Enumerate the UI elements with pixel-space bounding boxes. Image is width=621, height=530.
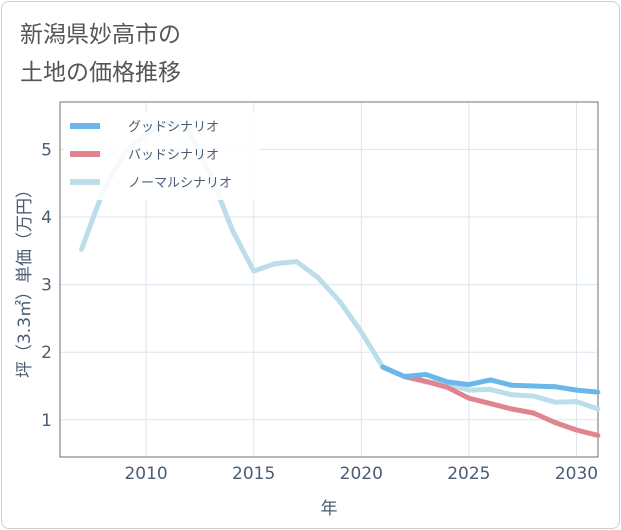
series-1-point	[574, 427, 579, 433]
chart-title-line-2: 土地の価格推移	[20, 60, 181, 86]
x-tick-label: 2030	[555, 464, 598, 484]
series-2-point	[358, 329, 364, 335]
series-2-point	[79, 247, 84, 252]
series-2-point	[337, 299, 343, 304]
series-2-point	[251, 268, 257, 274]
series-1-point	[595, 433, 601, 438]
series-2-point	[294, 259, 300, 264]
series-2-point	[488, 387, 493, 392]
y-tick-label: 1	[41, 411, 52, 431]
y-tick-label: 4	[41, 208, 52, 228]
series-0-point	[574, 387, 579, 393]
x-tick-label: 2015	[232, 464, 275, 484]
series-1-point	[531, 410, 536, 416]
series-2-point	[595, 406, 601, 412]
series-1-point	[445, 385, 450, 390]
y-axis-ticks: 1 2 3 4 5	[41, 140, 52, 430]
series-2-point	[574, 399, 579, 404]
legend-label: ノーマルシナリオ	[128, 176, 232, 191]
x-axis-label: 年	[321, 499, 338, 519]
legend-label: グッドシナリオ	[128, 120, 219, 135]
grid	[60, 102, 598, 457]
chart-title-line-1: 新潟県妙高市の	[20, 22, 181, 48]
series-0-point	[509, 382, 515, 388]
series-1-point	[488, 401, 493, 406]
x-tick-label: 2010	[124, 464, 167, 484]
series-0-point	[595, 389, 601, 395]
series-2-point	[272, 261, 278, 266]
x-axis-ticks: 2010 2015 2020 2025 2030	[124, 464, 598, 484]
y-tick-label: 3	[41, 276, 52, 296]
chart-title: 新潟県妙高市の 土地の価格推移	[20, 16, 181, 92]
series-2-point	[552, 399, 558, 405]
plot-frame	[59, 101, 599, 458]
x-tick-label: 2025	[447, 464, 490, 484]
series-0-point	[531, 383, 536, 389]
series-1-point	[423, 378, 429, 384]
series-1-point	[509, 406, 515, 412]
series-0-point	[401, 374, 407, 379]
series-2-point	[466, 387, 472, 393]
series-0-point	[445, 379, 450, 385]
series-0-point	[488, 377, 493, 383]
y-tick-label: 5	[41, 140, 52, 160]
series-0-point	[380, 364, 386, 370]
series-1-point	[552, 420, 558, 425]
series-2-point	[229, 227, 235, 233]
x-tick-label: 2020	[340, 464, 383, 484]
series-0-point	[552, 384, 558, 390]
y-axis-label: 坪（3.3㎡）単価（万円）	[15, 181, 35, 378]
series-2-point	[509, 392, 515, 398]
y-tick-label: 2	[41, 343, 52, 363]
series-0-point	[466, 382, 472, 387]
series-2-point	[315, 275, 321, 281]
series-2-point	[531, 393, 536, 399]
series-1-point	[466, 395, 472, 401]
legend-label: バッドシナリオ	[128, 148, 219, 163]
series-0-point	[423, 372, 429, 377]
